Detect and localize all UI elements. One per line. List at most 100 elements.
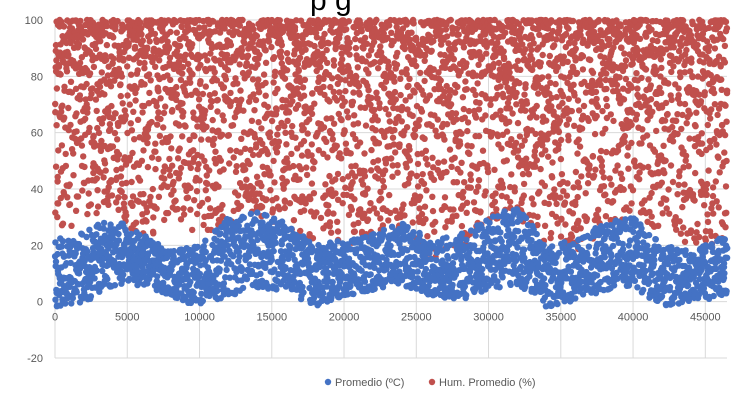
data-point (626, 208, 632, 214)
data-point (400, 201, 406, 207)
data-point (128, 72, 134, 78)
data-point (84, 211, 90, 217)
data-point (212, 149, 218, 155)
data-point (448, 164, 454, 170)
data-point (121, 194, 127, 200)
x-tick-label: 30000 (473, 312, 504, 324)
data-point (482, 112, 488, 118)
data-point (94, 267, 100, 273)
data-point (167, 29, 173, 35)
data-point (391, 78, 397, 84)
data-point (459, 223, 465, 229)
data-point (227, 147, 233, 153)
data-point (221, 117, 227, 123)
data-point (386, 192, 392, 198)
data-point (146, 90, 152, 96)
data-point (297, 55, 303, 61)
data-point (321, 124, 327, 130)
data-point (383, 106, 389, 112)
data-point (427, 92, 433, 98)
data-point (454, 179, 460, 185)
data-point (376, 140, 382, 146)
data-point (723, 158, 729, 164)
data-point (625, 166, 631, 172)
data-point (454, 84, 460, 90)
data-point (528, 47, 534, 53)
data-point (468, 185, 474, 191)
data-point (558, 137, 564, 143)
data-point (562, 221, 568, 227)
data-point (174, 206, 180, 212)
data-point (723, 19, 729, 25)
data-point (543, 117, 549, 123)
data-point (217, 266, 223, 272)
data-point (410, 20, 416, 26)
data-point (338, 155, 344, 161)
data-point (273, 240, 279, 246)
data-point (116, 237, 122, 243)
data-point (253, 198, 259, 204)
data-point (145, 164, 151, 170)
data-point (648, 190, 654, 196)
data-point (105, 202, 111, 208)
data-point (522, 137, 528, 143)
data-point (565, 59, 571, 65)
data-point (468, 143, 474, 149)
data-point (59, 103, 65, 109)
data-point (145, 134, 151, 140)
data-point (660, 143, 666, 149)
data-point (246, 69, 252, 75)
data-point (399, 118, 405, 124)
data-point (169, 107, 175, 113)
data-point (386, 22, 392, 28)
x-tick-label: 40000 (618, 312, 649, 324)
data-point (621, 187, 627, 193)
data-point (205, 196, 211, 202)
data-point (228, 42, 234, 48)
data-point (94, 175, 100, 181)
data-point (699, 140, 705, 146)
data-point (311, 159, 317, 165)
data-point (448, 17, 454, 23)
data-point (483, 50, 489, 56)
x-tick-label: 25000 (401, 312, 432, 324)
data-point (289, 98, 295, 104)
data-point (480, 148, 486, 154)
data-point (295, 102, 301, 108)
data-point (112, 110, 118, 116)
data-point (276, 206, 282, 212)
data-point (123, 113, 129, 119)
data-point (721, 149, 727, 155)
data-point (331, 89, 337, 95)
data-point (227, 90, 233, 96)
data-point (352, 36, 358, 42)
data-point (603, 96, 609, 102)
data-point (363, 122, 369, 128)
data-point (394, 162, 400, 168)
data-point (406, 146, 412, 152)
data-point (116, 151, 122, 157)
data-point (238, 97, 244, 103)
data-point (123, 212, 129, 218)
data-point (349, 179, 355, 185)
data-point (195, 161, 201, 167)
data-point (263, 212, 269, 218)
data-point (237, 61, 243, 67)
data-point (624, 152, 630, 158)
data-point (362, 173, 368, 179)
data-point (189, 227, 195, 233)
data-point (679, 204, 685, 210)
data-point (144, 46, 150, 52)
data-point (411, 89, 417, 95)
data-point (663, 100, 669, 106)
data-point (331, 62, 337, 68)
data-point (314, 34, 320, 40)
data-point (191, 133, 197, 139)
data-point (61, 115, 67, 121)
data-point (108, 103, 114, 109)
data-point (155, 156, 161, 162)
data-point (575, 218, 581, 224)
data-point (148, 77, 154, 83)
data-point (551, 42, 557, 48)
data-point (129, 203, 135, 209)
